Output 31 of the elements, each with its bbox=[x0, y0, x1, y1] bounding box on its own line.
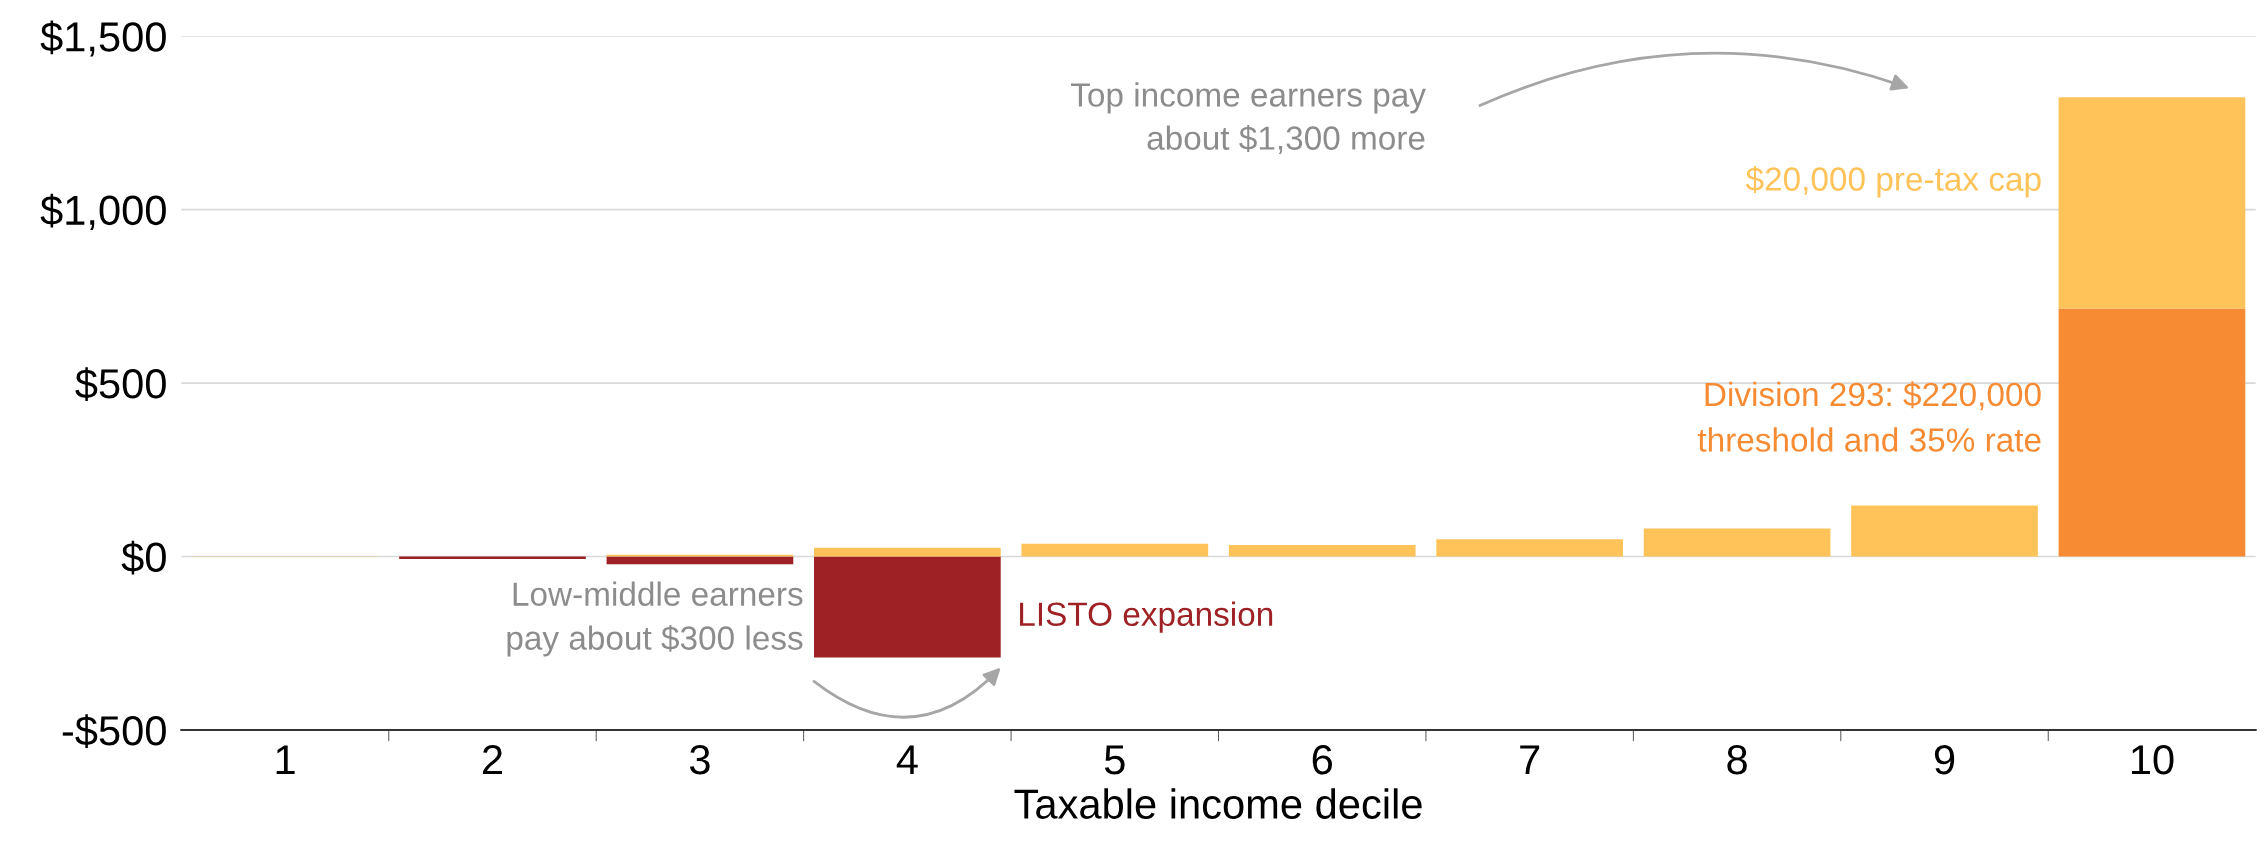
series-label: LISTO expansion bbox=[1020, 601, 1273, 633]
x-tick-label: 10 bbox=[2131, 744, 2174, 775]
bar bbox=[1228, 545, 1416, 557]
x-tick-label: 1 bbox=[276, 745, 295, 775]
bar bbox=[606, 556, 794, 565]
y-tick-label: -$500 bbox=[62, 714, 166, 748]
annotation: Top income earners pay about $1,300 more bbox=[1070, 82, 1426, 154]
x-tick-label: 2 bbox=[483, 744, 502, 775]
y-tick-label: $1,000 bbox=[40, 193, 166, 231]
x-axis-title: Taxable income decile bbox=[1014, 788, 1422, 819]
x-tick-label: 3 bbox=[689, 744, 710, 775]
bar bbox=[2058, 308, 2246, 557]
bar bbox=[1021, 543, 1209, 557]
x-tick-label: 4 bbox=[896, 745, 918, 775]
x-tick-label: 5 bbox=[1104, 745, 1125, 775]
x-tick-label: 6 bbox=[1312, 744, 1332, 775]
y-tick-label: $1,500 bbox=[40, 20, 166, 57]
series-label: Division 293: $220,000 threshold and 35% rate bbox=[1697, 381, 2041, 452]
y-tick-label: $500 bbox=[75, 367, 166, 402]
bar bbox=[1436, 539, 1623, 557]
bar bbox=[2058, 97, 2246, 309]
bar bbox=[814, 547, 1001, 557]
x-tick-label: 9 bbox=[1934, 744, 1955, 775]
bar bbox=[814, 556, 1001, 658]
bar bbox=[1643, 528, 1831, 557]
y-tick-label: $0 bbox=[121, 540, 166, 575]
series-label: $20,000 pre-tax cap bbox=[1745, 165, 2041, 198]
x-tick-label: 8 bbox=[1727, 744, 1747, 775]
x-tick-label: 7 bbox=[1520, 745, 1540, 775]
annotation: Low-middle earners pay about $300 less bbox=[507, 581, 803, 657]
bar bbox=[1851, 505, 2038, 557]
